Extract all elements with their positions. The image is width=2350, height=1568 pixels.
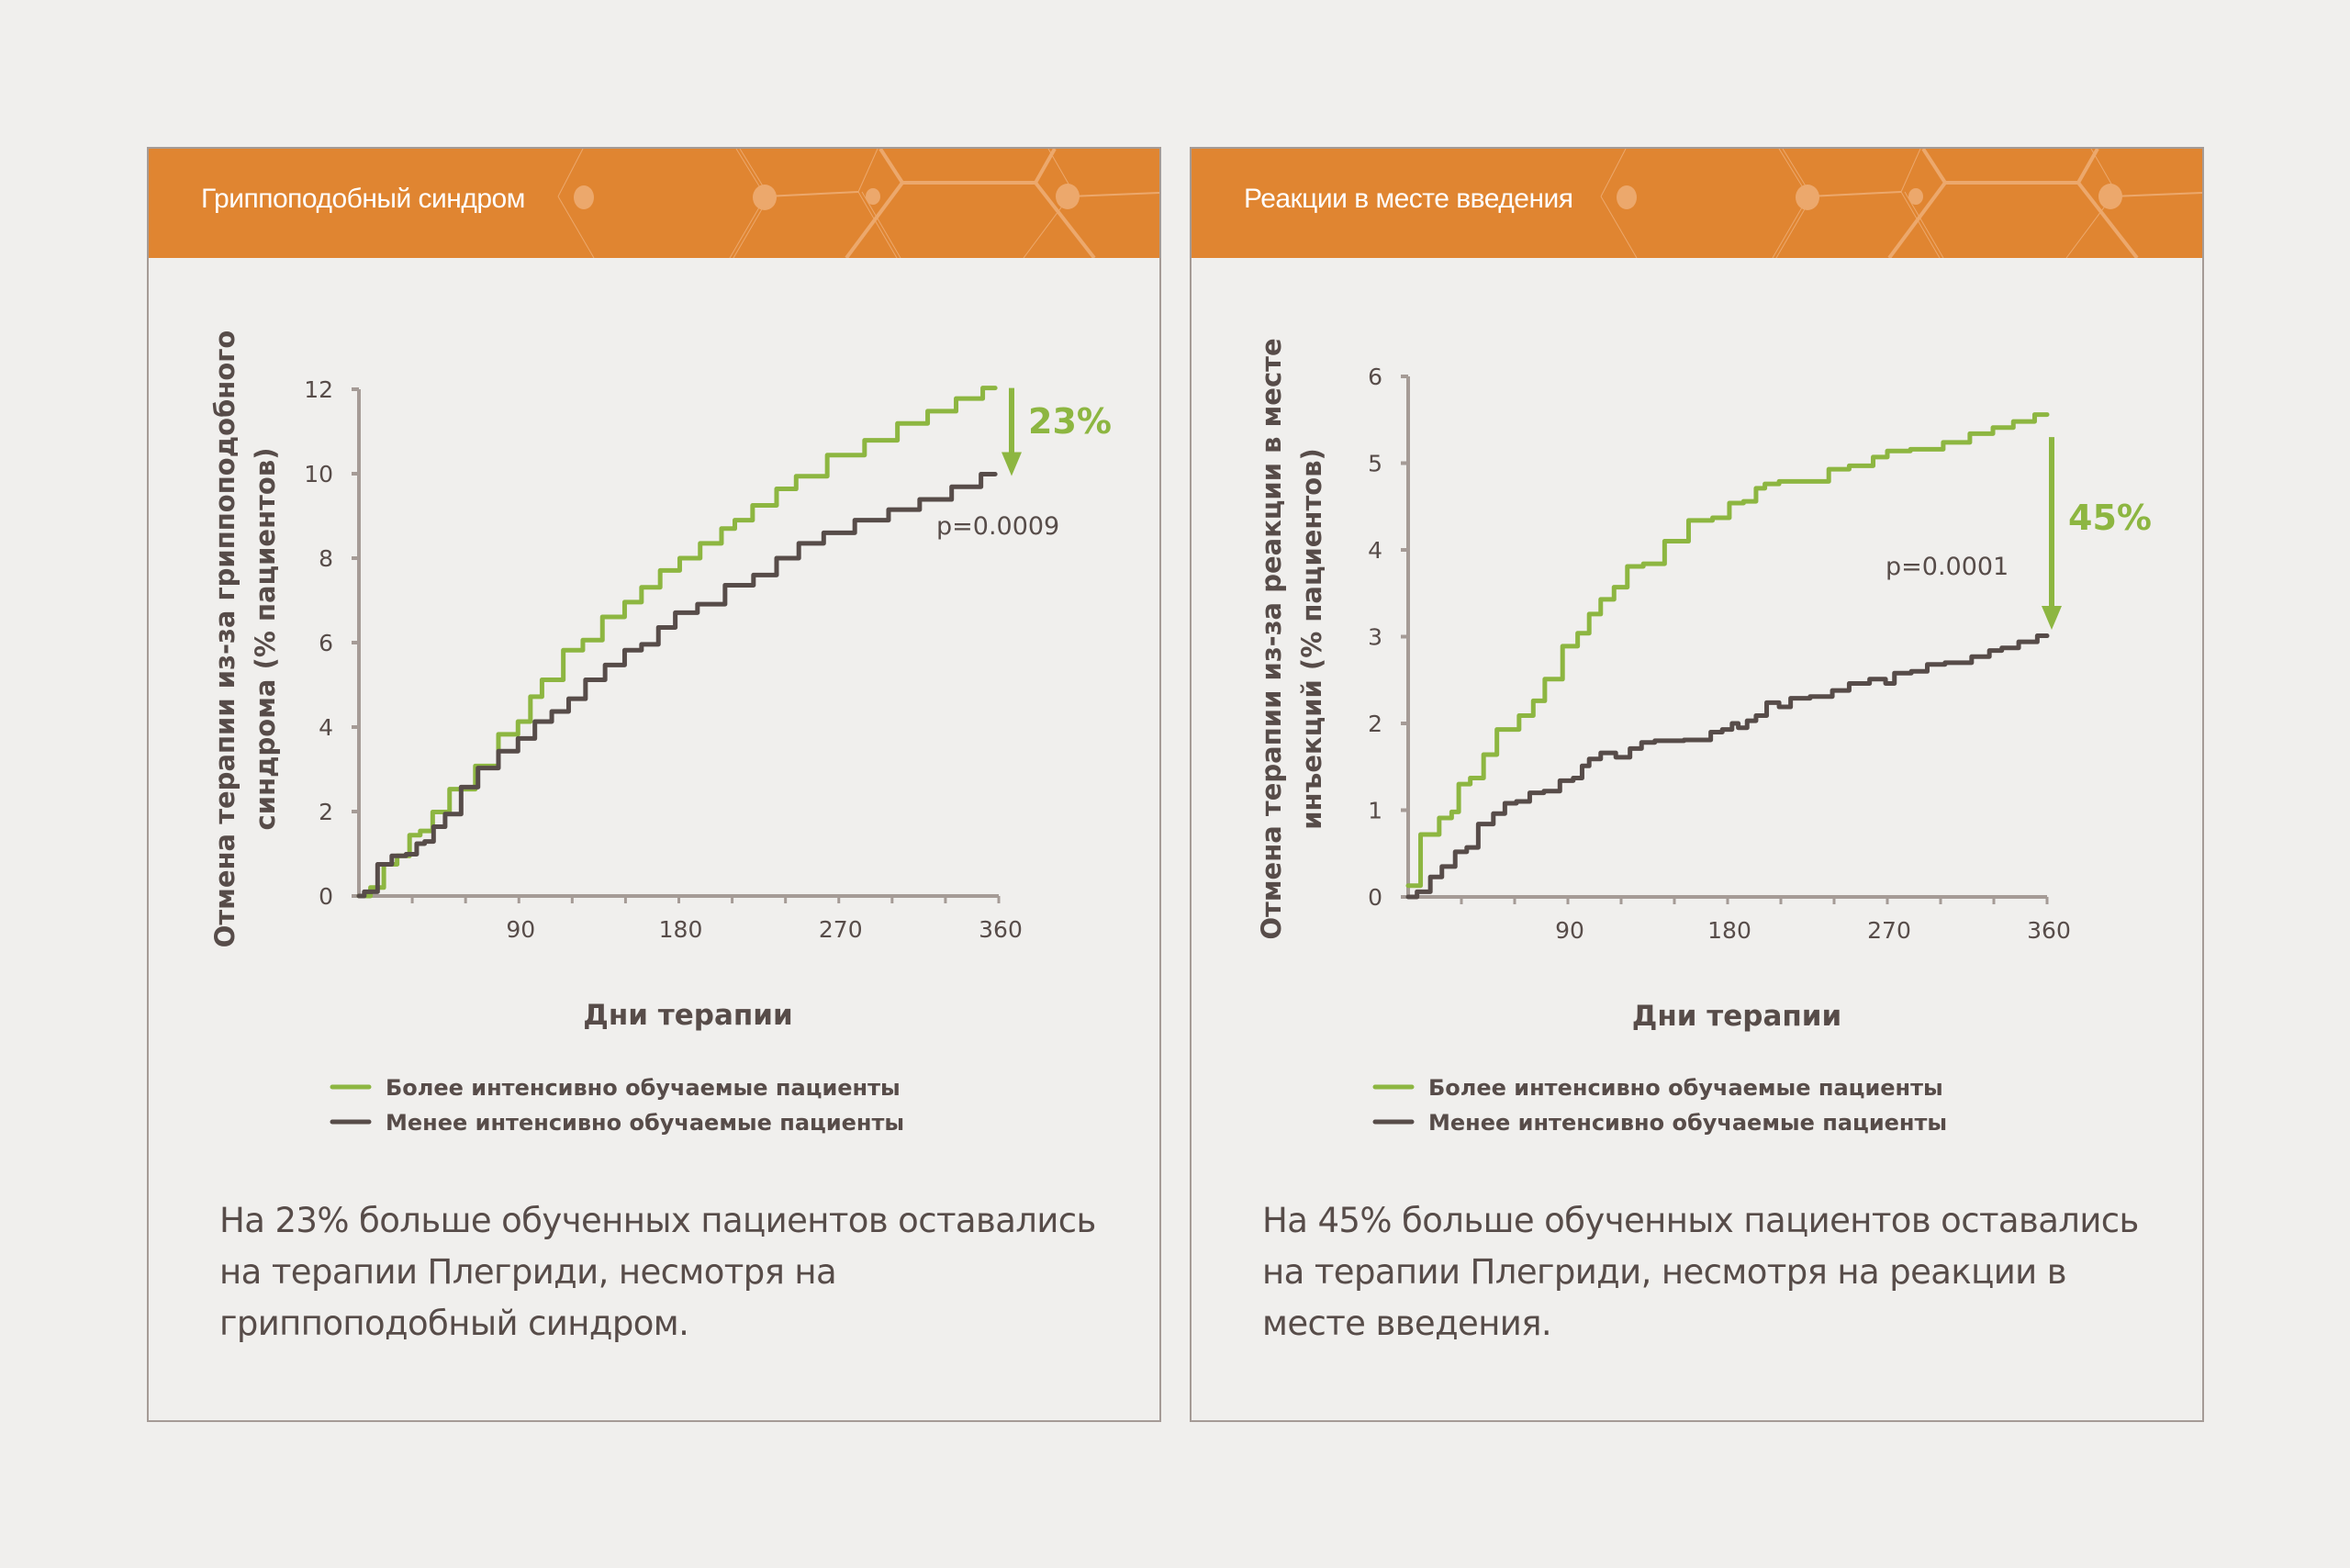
y-tick-label: 10 — [304, 461, 333, 487]
y-axis-title: инъекций (% пациентов) — [1296, 448, 1327, 830]
difference-percent: 45% — [2068, 498, 2152, 538]
y-tick-label: 6 — [319, 630, 333, 656]
card-header: Гриппоподобный синдром — [149, 149, 1159, 258]
y-tick-label: 3 — [1368, 624, 1382, 651]
y-tick-label: 0 — [1368, 884, 1382, 911]
y-tick-label: 8 — [319, 545, 333, 572]
legend-label: Более интенсивно обучаемые пациенты — [1428, 1075, 1943, 1101]
chart-flu-like-syndrome: 0 2 4 6 8 10 12 90 180 270 360 Дни терапии Отмена те… — [209, 330, 1112, 1136]
y-axis-title: Отмена терапии из-за гриппоподобного — [209, 330, 241, 948]
x-tick-label: 180 — [659, 916, 703, 943]
summary-text: На 45% больше обученных пациентов остава… — [1262, 1201, 2139, 1343]
difference-percent: 23% — [1028, 401, 1112, 442]
x-tick-label: 90 — [506, 916, 535, 943]
card-header: Реакции в месте введения — [1192, 149, 2202, 258]
x-tick-label: 270 — [819, 916, 863, 943]
y-axis-title: Отмена терапии из-за реакции в месте — [1256, 338, 1287, 939]
y-tick-label: 4 — [319, 714, 333, 741]
x-tick-label: 90 — [1555, 917, 1584, 944]
p-value: p=0.0001 — [1886, 553, 2009, 581]
x-tick-label: 360 — [979, 916, 1023, 943]
p-value: p=0.0009 — [936, 512, 1059, 541]
legend-label: Менее интенсивно обучаемые пациенты — [386, 1110, 904, 1136]
y-tick-label: 4 — [1368, 537, 1382, 564]
header-pattern — [1600, 149, 2202, 258]
series-more-trained-line — [356, 386, 998, 899]
header-pattern — [557, 149, 1159, 258]
card-flu-like-syndrome: Гриппоподобный синдром 0 2 4 6 8 10 12 90 180 270… — [147, 147, 1161, 1422]
y-tick-label: 5 — [1368, 451, 1382, 477]
legend-label: Более интенсивно обучаемые пациенты — [386, 1075, 901, 1101]
card-title: Гриппоподобный синдром — [201, 184, 525, 214]
card-title: Реакции в месте введения — [1244, 184, 1573, 214]
y-tick-label: 0 — [319, 883, 333, 910]
summary-text: На 23% больше обученных пациентов остава… — [219, 1201, 1096, 1343]
arrow-head-icon — [1002, 452, 1022, 476]
x-axis-title: Дни терапии — [1632, 1000, 1842, 1033]
x-tick-label: 270 — [1867, 917, 1911, 944]
y-tick-label: 2 — [319, 799, 333, 825]
x-tick-label: 360 — [2027, 917, 2071, 944]
y-tick-label: 2 — [1368, 711, 1382, 737]
y-tick-label: 1 — [1368, 798, 1382, 824]
series-more-trained-line — [1405, 412, 2050, 889]
arrow-head-icon — [2042, 606, 2062, 631]
x-tick-label: 180 — [1707, 917, 1751, 944]
x-axis-title: Дни терапии — [583, 999, 793, 1032]
chart-injection-site-reactions: 0 1 2 3 4 5 6 90 180 270 360 Дни терапии Отмена тера… — [1256, 338, 2152, 1136]
y-tick-label: 6 — [1368, 364, 1382, 390]
card-injection-site-reactions: Реакции в месте введения 0 1 2 3 4 5 6 90 180 270… — [1190, 147, 2204, 1422]
series-less-trained-line — [356, 471, 998, 899]
legend-label: Менее интенсивно обучаемые пациенты — [1428, 1110, 1947, 1136]
y-axis-title: синдрома (% пациентов) — [250, 448, 281, 831]
y-tick-label: 12 — [304, 376, 333, 403]
series-less-trained-line — [1405, 633, 2050, 900]
